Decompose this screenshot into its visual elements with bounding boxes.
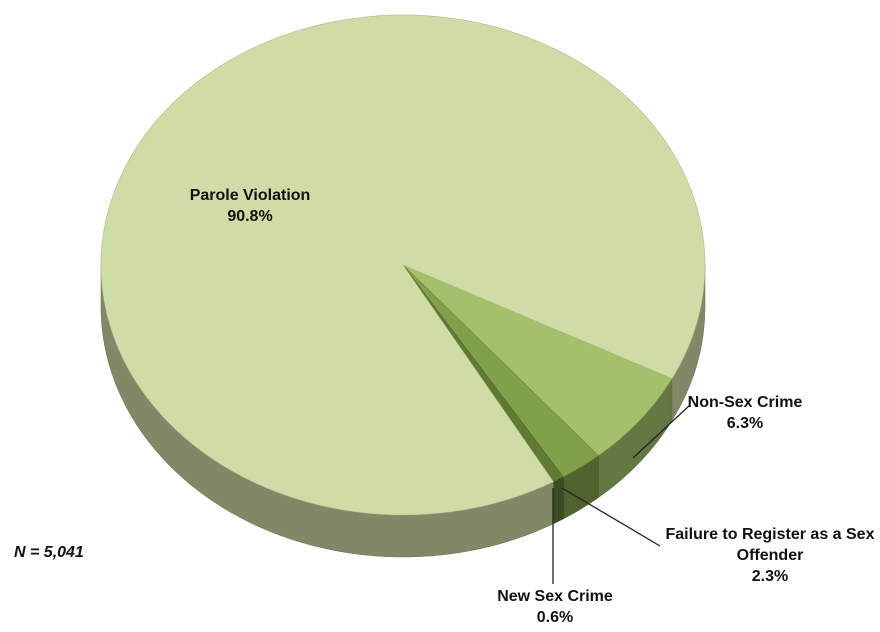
slice-label: Non-Sex Crime 6.3% (680, 392, 810, 434)
pie-slice (402, 264, 673, 456)
pie-slice (100, 14, 706, 516)
annotation: N = 5,041 (14, 544, 84, 561)
slice-label: New Sex Crime 0.6% (490, 586, 620, 628)
value-label: 6.3% (726, 415, 764, 432)
value-label: 90.8% (227, 208, 273, 225)
pie-tops (100, 14, 706, 516)
leader-line (561, 487, 661, 547)
category-label: Failure to Register as a Sex Offender (665, 526, 875, 564)
slice-side (553, 476, 564, 525)
leader-lines (552, 404, 691, 584)
pie-sides (100, 264, 706, 558)
leader-line (632, 404, 691, 459)
slice-label: Parole Violation 90.8% (180, 185, 320, 227)
category-label: New Sex Crime (497, 588, 613, 605)
category-label: Non-Sex Crime (687, 394, 803, 411)
slice-label: Failure to Register as a Sex Offender 2.… (665, 524, 875, 587)
category-label: Parole Violation (189, 187, 311, 204)
value-label: 0.6% (536, 609, 574, 626)
value-label: 2.3% (751, 568, 789, 585)
